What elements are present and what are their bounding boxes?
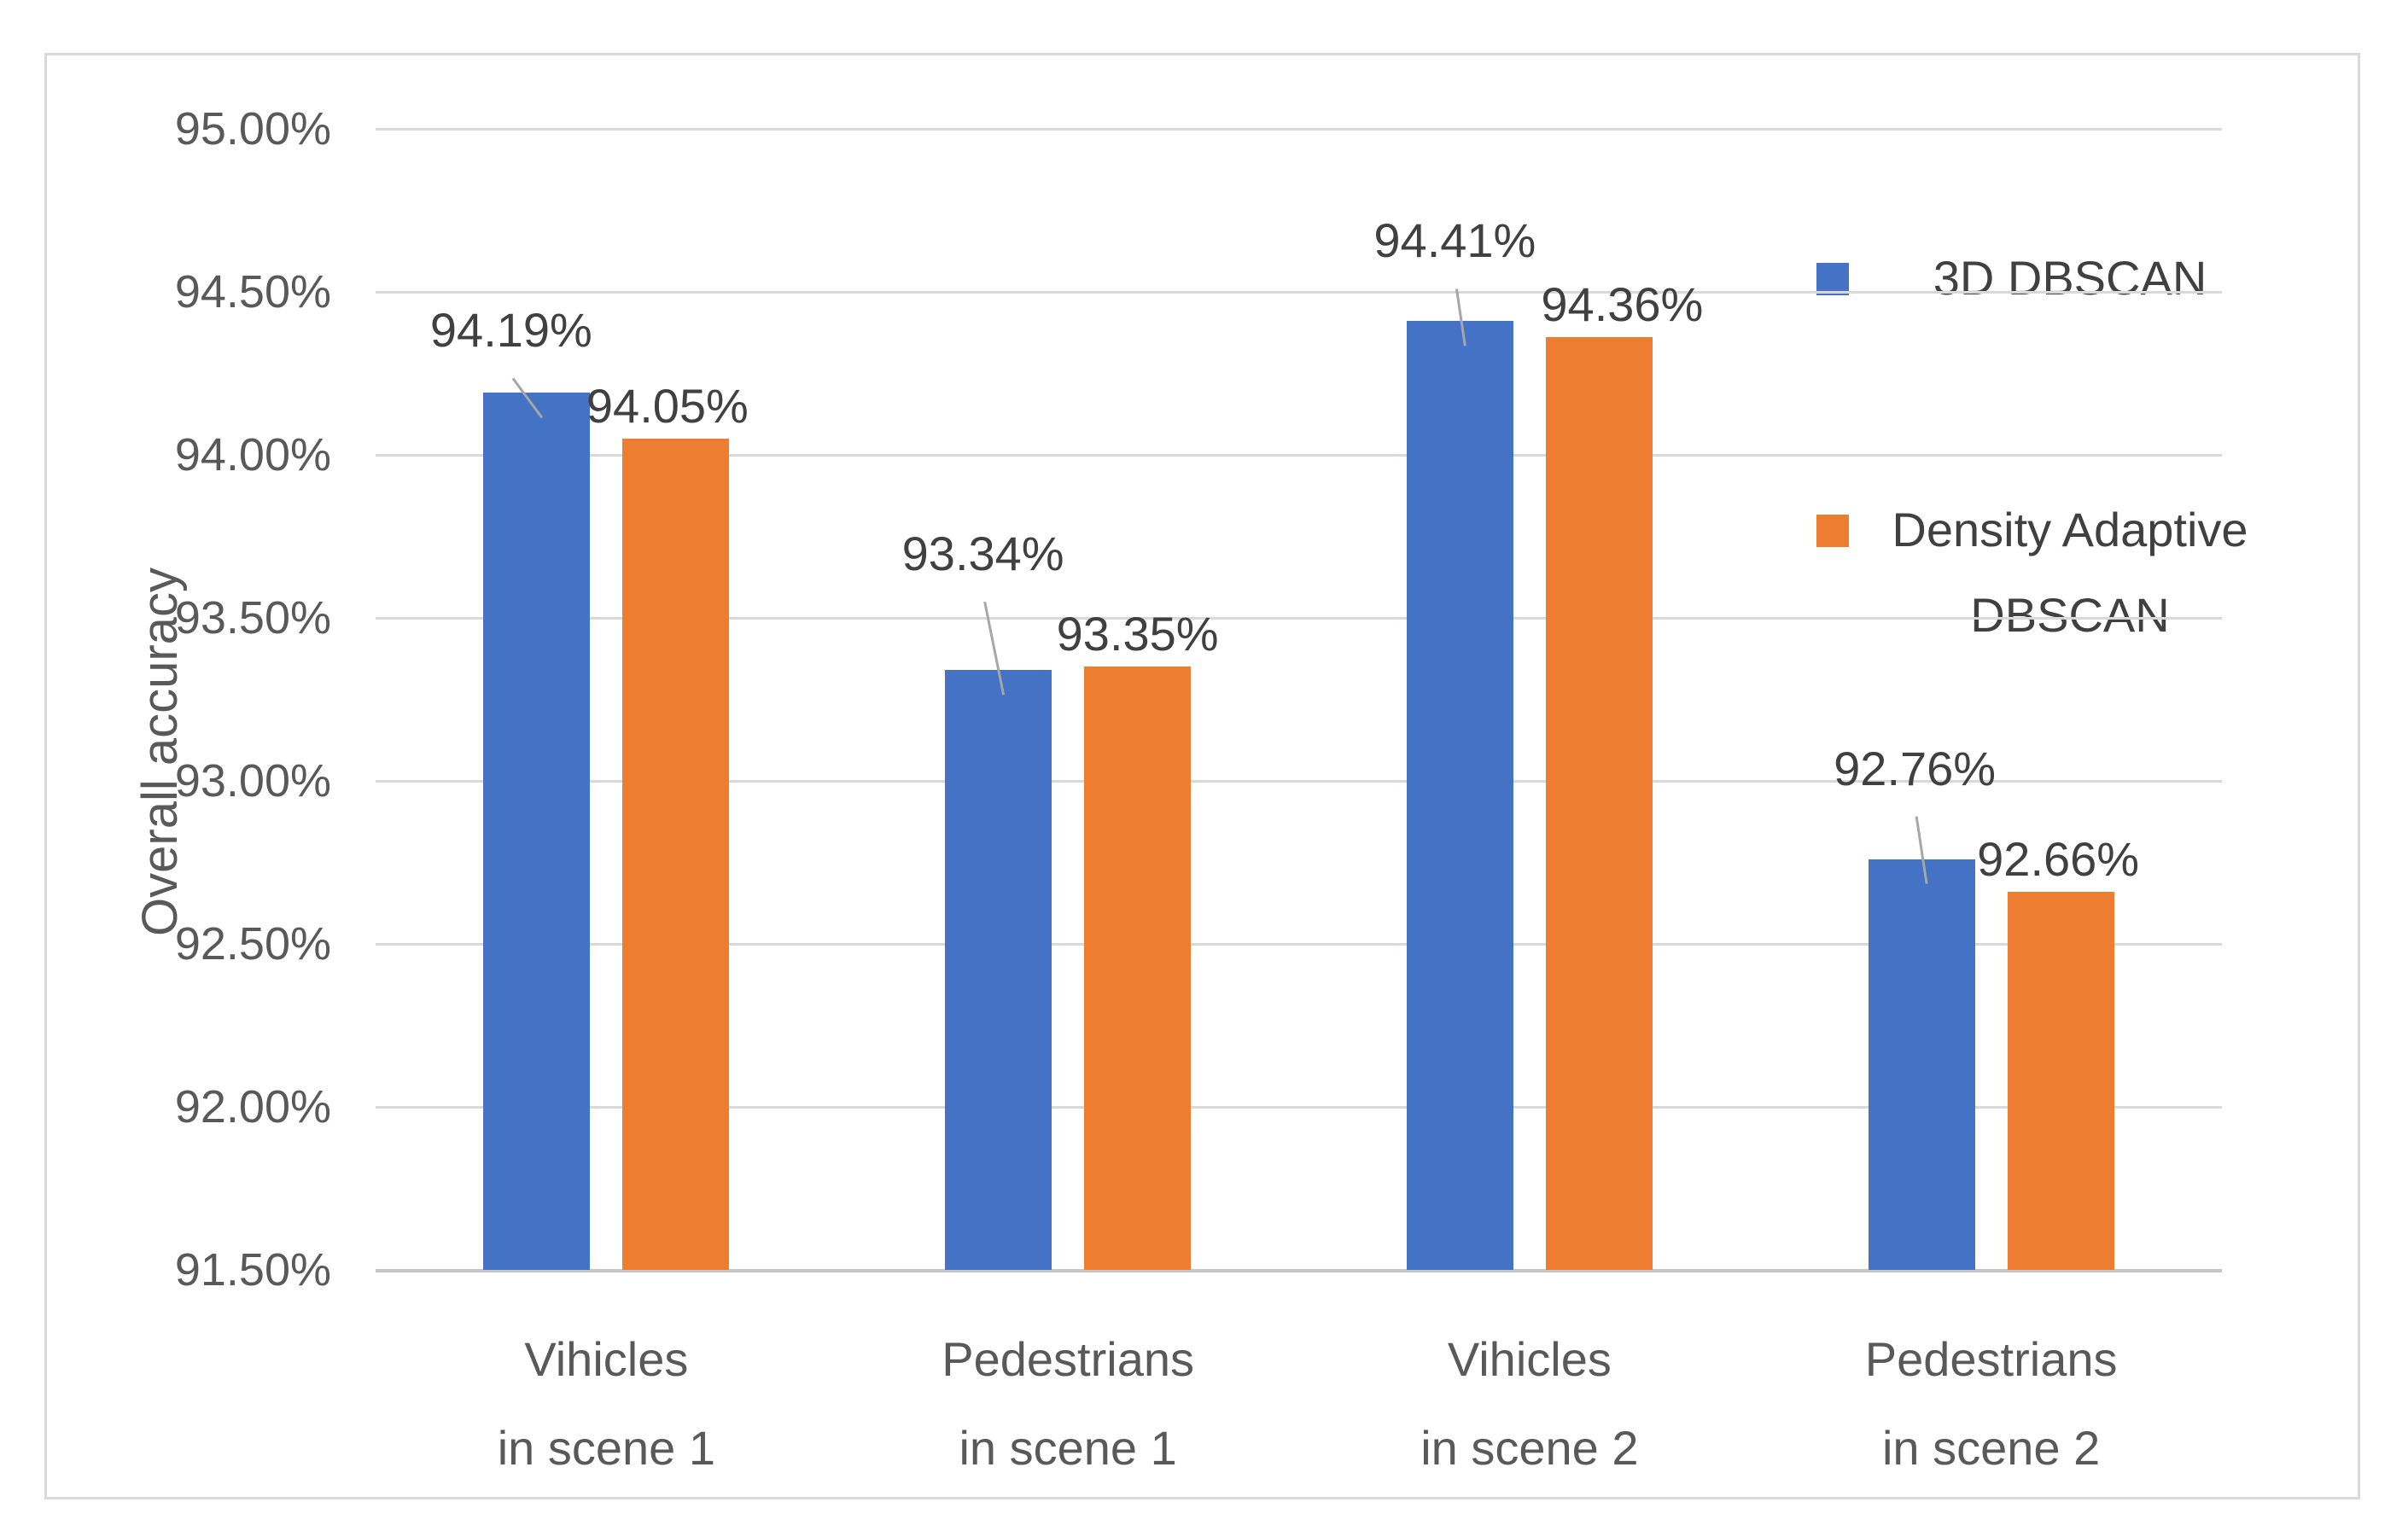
gridline bbox=[376, 454, 2222, 457]
bar-density-adaptive-dbscan bbox=[622, 438, 730, 1270]
y-tick-label: 95.00% bbox=[174, 103, 331, 154]
gridline bbox=[376, 128, 2222, 131]
x-category-label-line: Vihicles bbox=[1447, 1332, 1612, 1386]
y-tick-label: 94.00% bbox=[174, 429, 331, 480]
x-category-label-line: Pedestrians bbox=[1864, 1332, 2118, 1386]
data-label: 93.35% bbox=[1056, 607, 1219, 661]
data-label: 94.19% bbox=[429, 303, 592, 358]
gridline bbox=[376, 617, 2222, 620]
x-category-label-line: in scene 2 bbox=[1420, 1421, 1639, 1475]
data-label: 94.41% bbox=[1373, 213, 1536, 268]
bar-3d-dbscan bbox=[945, 670, 1052, 1270]
gridline bbox=[376, 1269, 2222, 1272]
chart-border: Overall accuracy 3D DBSCAN Density Adapt… bbox=[44, 53, 2360, 1499]
x-category-label-line: in scene 1 bbox=[497, 1421, 716, 1475]
bar-density-adaptive-dbscan bbox=[1084, 667, 1192, 1270]
y-tick-label: 91.50% bbox=[174, 1244, 331, 1295]
legend-label: 3D DBSCAN bbox=[1933, 251, 2207, 305]
y-tick-label: 94.50% bbox=[174, 266, 331, 317]
x-category-label-line: in scene 2 bbox=[1881, 1421, 2101, 1475]
x-category-label-line: in scene 1 bbox=[959, 1421, 1177, 1475]
legend-item: Density Adaptive DBSCAN bbox=[1816, 487, 2271, 658]
x-category-label: Pedestrians in scene 2 bbox=[1865, 1315, 2118, 1493]
x-category-label-line: Vihicles bbox=[524, 1332, 689, 1386]
x-category-label: Pedestrians in scene 1 bbox=[942, 1315, 1194, 1493]
x-category-label: Vihicles in scene 1 bbox=[498, 1315, 715, 1493]
data-label: 94.05% bbox=[586, 378, 749, 433]
bar-3d-dbscan bbox=[483, 393, 591, 1270]
y-tick-label: 92.00% bbox=[174, 1081, 331, 1132]
y-tick-label: 93.50% bbox=[174, 592, 331, 643]
gridline bbox=[376, 291, 2222, 294]
x-category-label-line: Pedestrians bbox=[942, 1332, 1194, 1386]
data-label: 92.66% bbox=[1977, 831, 2140, 886]
legend-label: Density Adaptive DBSCAN bbox=[1892, 503, 2248, 642]
bar-3d-dbscan bbox=[1406, 321, 1513, 1270]
bar-density-adaptive-dbscan bbox=[2007, 891, 2114, 1270]
gridline bbox=[376, 943, 2222, 946]
data-label: 93.34% bbox=[901, 527, 1064, 581]
data-label: 94.36% bbox=[1541, 277, 1704, 332]
gridline bbox=[376, 1106, 2222, 1109]
x-category-label: Vihicles in scene 2 bbox=[1420, 1315, 1638, 1493]
y-tick-label: 92.50% bbox=[174, 918, 331, 969]
gridline bbox=[376, 780, 2222, 783]
legend-item: 3D DBSCAN bbox=[1816, 236, 2271, 321]
bar-3d-dbscan bbox=[1868, 859, 1975, 1270]
y-tick-label: 93.00% bbox=[174, 755, 331, 806]
legend-swatch-3d-dbscan bbox=[1816, 263, 1849, 295]
legend-swatch-density-adaptive-dbscan bbox=[1816, 515, 1849, 547]
bar-density-adaptive-dbscan bbox=[1545, 337, 1653, 1270]
data-label: 92.76% bbox=[1834, 741, 1997, 795]
